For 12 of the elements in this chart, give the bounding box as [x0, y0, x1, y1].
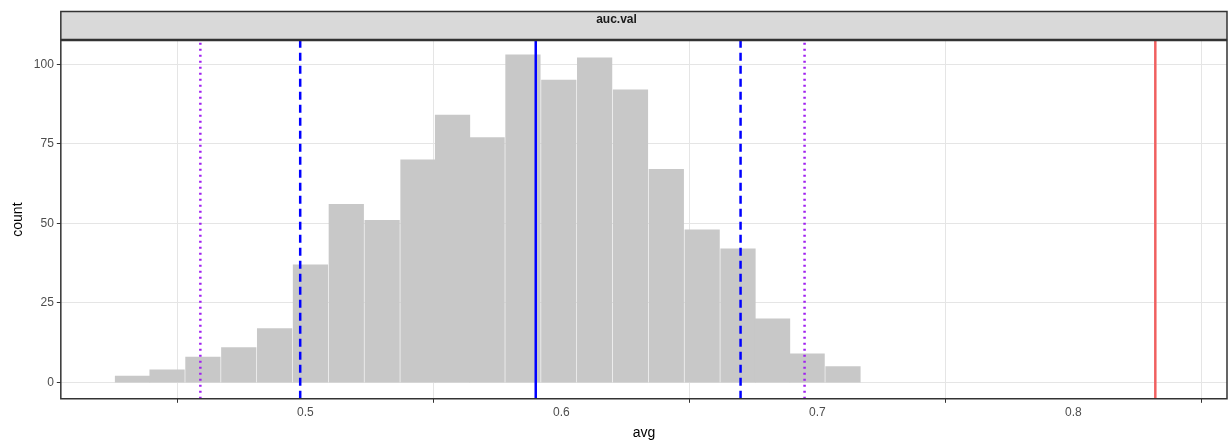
y-tick-label: 50 [40, 215, 55, 230]
y-tick-label: 100 [33, 56, 55, 71]
chart-title: auc.val [596, 11, 637, 26]
x-tick-label: 0.7 [809, 405, 827, 420]
x-tick-label: 0.8 [1065, 405, 1083, 420]
x-tick-label: 0.5 [296, 405, 314, 420]
y-axis-title: count [9, 202, 26, 237]
x-axis-title: avg [632, 424, 656, 441]
y-tick-label: 75 [40, 136, 55, 151]
y-tick-label: 25 [40, 295, 55, 310]
y-tick-label: 0 [47, 374, 55, 389]
x-tick-label: 0.6 [553, 405, 571, 420]
